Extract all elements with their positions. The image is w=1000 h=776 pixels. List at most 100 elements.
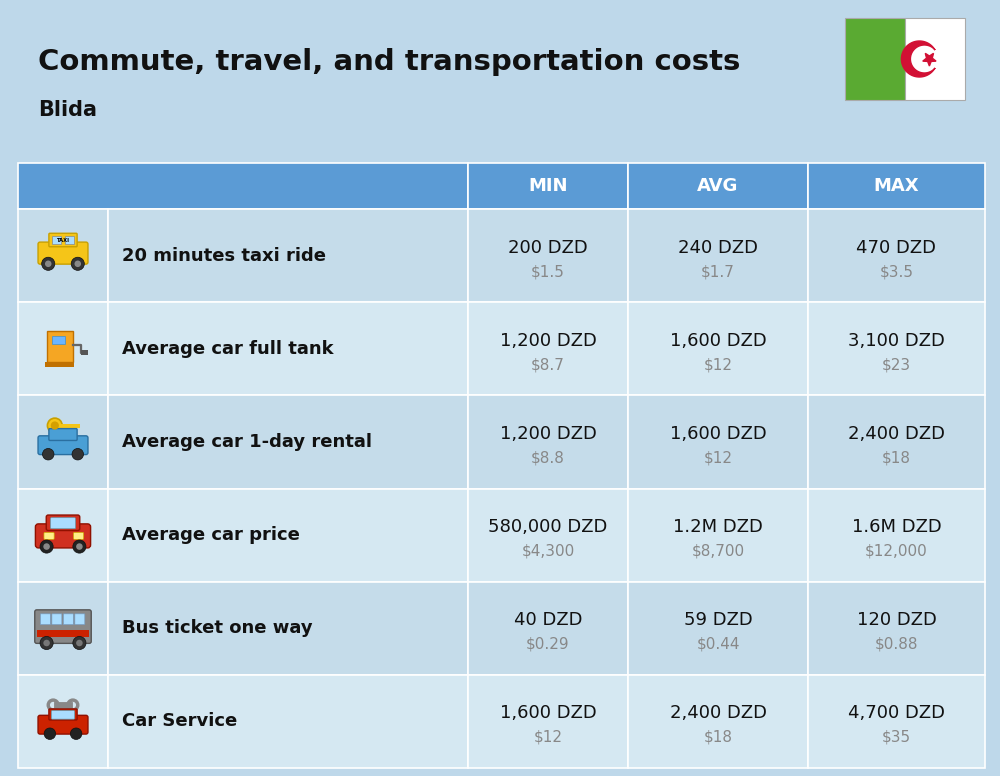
Circle shape — [42, 257, 55, 270]
Circle shape — [73, 540, 86, 553]
Bar — [108, 582, 468, 675]
Text: $4,300: $4,300 — [521, 543, 575, 559]
Polygon shape — [923, 54, 936, 66]
Bar — [37, 630, 89, 637]
FancyBboxPatch shape — [51, 518, 75, 528]
FancyBboxPatch shape — [73, 532, 84, 539]
FancyBboxPatch shape — [38, 715, 88, 734]
Text: MAX: MAX — [874, 177, 919, 195]
FancyBboxPatch shape — [63, 614, 73, 625]
Circle shape — [72, 449, 84, 460]
Bar — [108, 675, 468, 768]
Circle shape — [76, 543, 83, 550]
Text: $8,700: $8,700 — [691, 543, 745, 559]
Text: 2,400 DZD: 2,400 DZD — [848, 425, 945, 443]
Bar — [52, 236, 61, 244]
Text: $12,000: $12,000 — [865, 543, 928, 559]
Text: Average car full tank: Average car full tank — [122, 340, 334, 358]
Text: 2,400 DZD: 2,400 DZD — [670, 705, 767, 722]
Bar — [65, 236, 74, 244]
FancyBboxPatch shape — [38, 436, 88, 455]
Bar — [18, 489, 108, 582]
Bar — [108, 395, 468, 489]
Text: Average car 1-day rental: Average car 1-day rental — [122, 433, 372, 451]
FancyBboxPatch shape — [35, 610, 91, 643]
Bar — [468, 302, 628, 395]
Circle shape — [44, 728, 56, 740]
Text: 1.2M DZD: 1.2M DZD — [673, 518, 763, 536]
FancyBboxPatch shape — [38, 242, 88, 264]
Text: $0.88: $0.88 — [875, 637, 918, 652]
FancyBboxPatch shape — [40, 614, 50, 625]
Text: $0.44: $0.44 — [696, 637, 740, 652]
Bar — [808, 163, 985, 209]
Text: 1,200 DZD: 1,200 DZD — [500, 425, 596, 443]
Bar — [18, 302, 108, 395]
Bar — [628, 209, 808, 302]
Text: $18: $18 — [704, 730, 732, 745]
Bar — [808, 489, 985, 582]
Text: 1,600 DZD: 1,600 DZD — [670, 332, 766, 350]
Text: Blida: Blida — [38, 100, 97, 120]
Bar — [81, 351, 88, 355]
Text: $8.7: $8.7 — [531, 357, 565, 372]
Circle shape — [40, 636, 53, 650]
Circle shape — [43, 639, 50, 646]
Bar — [808, 209, 985, 302]
FancyBboxPatch shape — [44, 532, 54, 539]
Bar — [628, 582, 808, 675]
Text: 4,700 DZD: 4,700 DZD — [848, 705, 945, 722]
Circle shape — [70, 728, 82, 740]
Text: MIN: MIN — [528, 177, 568, 195]
Text: 1,200 DZD: 1,200 DZD — [500, 332, 596, 350]
Text: $23: $23 — [882, 357, 911, 372]
Bar — [45, 362, 74, 367]
Text: $12: $12 — [534, 730, 562, 745]
Text: $12: $12 — [704, 357, 732, 372]
Circle shape — [74, 261, 81, 267]
Text: 200 DZD: 200 DZD — [508, 238, 588, 257]
Bar — [18, 395, 108, 489]
Text: $8.8: $8.8 — [531, 450, 565, 466]
Text: 120 DZD: 120 DZD — [857, 611, 936, 629]
Text: $12: $12 — [704, 450, 732, 466]
FancyBboxPatch shape — [52, 614, 62, 625]
Bar — [628, 302, 808, 395]
FancyBboxPatch shape — [46, 515, 80, 531]
Text: $35: $35 — [882, 730, 911, 745]
Text: 3,100 DZD: 3,100 DZD — [848, 332, 945, 350]
Text: 40 DZD: 40 DZD — [514, 611, 582, 629]
Text: 1.6M DZD: 1.6M DZD — [852, 518, 941, 536]
Bar — [808, 582, 985, 675]
Bar — [468, 582, 628, 675]
Text: 1,600 DZD: 1,600 DZD — [670, 425, 766, 443]
Bar — [18, 582, 108, 675]
Circle shape — [40, 540, 53, 553]
Bar — [468, 395, 628, 489]
Text: 20 minutes taxi ride: 20 minutes taxi ride — [122, 247, 326, 265]
Text: 580,000 DZD: 580,000 DZD — [488, 518, 608, 536]
FancyBboxPatch shape — [75, 614, 85, 625]
Bar — [468, 163, 628, 209]
Bar — [18, 163, 468, 209]
FancyBboxPatch shape — [49, 428, 77, 441]
Bar — [628, 163, 808, 209]
Bar — [808, 302, 985, 395]
Circle shape — [71, 257, 84, 270]
Bar — [55, 236, 71, 244]
Bar — [808, 675, 985, 768]
Bar — [47, 331, 73, 362]
Bar — [628, 489, 808, 582]
Text: 470 DZD: 470 DZD — [856, 238, 936, 257]
Text: AVG: AVG — [697, 177, 739, 195]
Text: Car Service: Car Service — [122, 712, 237, 730]
Text: 1,600 DZD: 1,600 DZD — [500, 705, 596, 722]
Text: Bus ticket one way: Bus ticket one way — [122, 619, 313, 637]
FancyBboxPatch shape — [49, 234, 77, 247]
Text: 240 DZD: 240 DZD — [678, 238, 758, 257]
Circle shape — [47, 418, 62, 433]
Bar — [628, 675, 808, 768]
Bar — [468, 209, 628, 302]
Circle shape — [73, 636, 86, 650]
Bar — [18, 675, 108, 768]
